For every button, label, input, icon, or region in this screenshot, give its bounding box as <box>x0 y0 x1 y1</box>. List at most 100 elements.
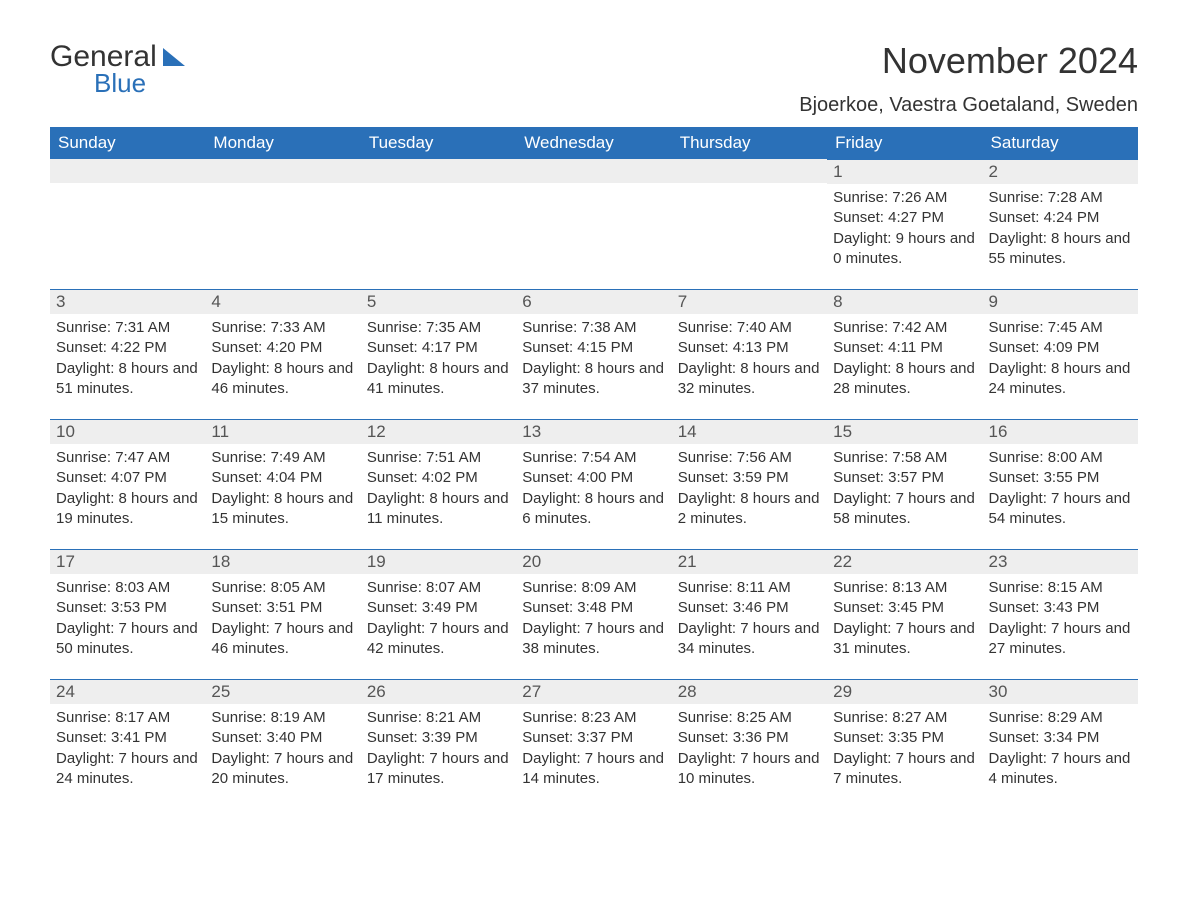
day-number: 4 <box>205 289 360 314</box>
calendar-cell: 14Sunrise: 7:56 AMSunset: 3:59 PMDayligh… <box>672 419 827 549</box>
calendar-cell: 21Sunrise: 8:11 AMSunset: 3:46 PMDayligh… <box>672 549 827 679</box>
sunrise-line: Sunrise: 8:23 AM <box>522 708 665 728</box>
day-number: 17 <box>50 549 205 574</box>
day-number: 1 <box>827 159 982 184</box>
daylight-line: Daylight: 7 hours and 31 minutes. <box>833 619 976 660</box>
day-number: 14 <box>672 419 827 444</box>
day-number: 15 <box>827 419 982 444</box>
day-number: 19 <box>361 549 516 574</box>
daylight-line: Daylight: 8 hours and 46 minutes. <box>211 359 354 400</box>
sunrise-line: Sunrise: 8:11 AM <box>678 578 821 598</box>
day-number: 5 <box>361 289 516 314</box>
month-title: November 2024 <box>799 40 1138 82</box>
day-details: Sunrise: 8:13 AMSunset: 3:45 PMDaylight:… <box>827 574 982 665</box>
day-details: Sunrise: 8:00 AMSunset: 3:55 PMDaylight:… <box>983 444 1138 535</box>
sunrise-line: Sunrise: 7:31 AM <box>56 318 199 338</box>
calendar-cell: 29Sunrise: 8:27 AMSunset: 3:35 PMDayligh… <box>827 679 982 809</box>
calendar-cell: 2Sunrise: 7:28 AMSunset: 4:24 PMDaylight… <box>983 159 1138 289</box>
sunset-line: Sunset: 3:34 PM <box>989 728 1132 748</box>
daylight-line: Daylight: 8 hours and 55 minutes. <box>989 229 1132 270</box>
header: General Blue November 2024 Bjoerkoe, Vae… <box>50 40 1138 117</box>
calendar-cell: 16Sunrise: 8:00 AMSunset: 3:55 PMDayligh… <box>983 419 1138 549</box>
calendar-cell: 13Sunrise: 7:54 AMSunset: 4:00 PMDayligh… <box>516 419 671 549</box>
location: Bjoerkoe, Vaestra Goetaland, Sweden <box>799 94 1138 117</box>
day-details: Sunrise: 7:47 AMSunset: 4:07 PMDaylight:… <box>50 444 205 535</box>
daylight-line: Daylight: 7 hours and 58 minutes. <box>833 489 976 530</box>
day-details: Sunrise: 8:27 AMSunset: 3:35 PMDaylight:… <box>827 704 982 795</box>
daylight-line: Daylight: 8 hours and 32 minutes. <box>678 359 821 400</box>
daylight-line: Daylight: 7 hours and 14 minutes. <box>522 749 665 790</box>
calendar-cell: 12Sunrise: 7:51 AMSunset: 4:02 PMDayligh… <box>361 419 516 549</box>
calendar-cell: 9Sunrise: 7:45 AMSunset: 4:09 PMDaylight… <box>983 289 1138 419</box>
weekday-header: Wednesday <box>516 127 671 159</box>
sunset-line: Sunset: 3:41 PM <box>56 728 199 748</box>
day-number: 24 <box>50 679 205 704</box>
sunset-line: Sunset: 3:36 PM <box>678 728 821 748</box>
day-number: 16 <box>983 419 1138 444</box>
sunset-line: Sunset: 4:00 PM <box>522 468 665 488</box>
logo-text-2: Blue <box>94 68 185 99</box>
sunset-line: Sunset: 3:46 PM <box>678 598 821 618</box>
sunrise-line: Sunrise: 8:25 AM <box>678 708 821 728</box>
day-details: Sunrise: 8:19 AMSunset: 3:40 PMDaylight:… <box>205 704 360 795</box>
sunset-line: Sunset: 3:53 PM <box>56 598 199 618</box>
day-number: 11 <box>205 419 360 444</box>
calendar-cell: 23Sunrise: 8:15 AMSunset: 3:43 PMDayligh… <box>983 549 1138 679</box>
daylight-line: Daylight: 7 hours and 27 minutes. <box>989 619 1132 660</box>
sunset-line: Sunset: 3:49 PM <box>367 598 510 618</box>
title-block: November 2024 Bjoerkoe, Vaestra Goetalan… <box>799 40 1138 117</box>
sunrise-line: Sunrise: 8:15 AM <box>989 578 1132 598</box>
day-number-empty <box>672 159 827 183</box>
day-details: Sunrise: 7:40 AMSunset: 4:13 PMDaylight:… <box>672 314 827 405</box>
calendar-cell: 4Sunrise: 7:33 AMSunset: 4:20 PMDaylight… <box>205 289 360 419</box>
sunset-line: Sunset: 3:48 PM <box>522 598 665 618</box>
sunrise-line: Sunrise: 8:05 AM <box>211 578 354 598</box>
weekday-header-row: SundayMondayTuesdayWednesdayThursdayFrid… <box>50 127 1138 159</box>
daylight-line: Daylight: 7 hours and 4 minutes. <box>989 749 1132 790</box>
day-details: Sunrise: 8:23 AMSunset: 3:37 PMDaylight:… <box>516 704 671 795</box>
sunrise-line: Sunrise: 7:51 AM <box>367 448 510 468</box>
sunset-line: Sunset: 4:27 PM <box>833 208 976 228</box>
day-number: 8 <box>827 289 982 314</box>
day-number: 23 <box>983 549 1138 574</box>
daylight-line: Daylight: 8 hours and 15 minutes. <box>211 489 354 530</box>
day-number: 28 <box>672 679 827 704</box>
day-details: Sunrise: 8:03 AMSunset: 3:53 PMDaylight:… <box>50 574 205 665</box>
day-details: Sunrise: 7:56 AMSunset: 3:59 PMDaylight:… <box>672 444 827 535</box>
sunrise-line: Sunrise: 7:38 AM <box>522 318 665 338</box>
sunset-line: Sunset: 4:15 PM <box>522 338 665 358</box>
daylight-line: Daylight: 8 hours and 37 minutes. <box>522 359 665 400</box>
sunrise-line: Sunrise: 7:56 AM <box>678 448 821 468</box>
sunset-line: Sunset: 4:22 PM <box>56 338 199 358</box>
day-details: Sunrise: 7:49 AMSunset: 4:04 PMDaylight:… <box>205 444 360 535</box>
day-number: 20 <box>516 549 671 574</box>
day-details: Sunrise: 7:38 AMSunset: 4:15 PMDaylight:… <box>516 314 671 405</box>
day-number: 22 <box>827 549 982 574</box>
calendar-cell: 22Sunrise: 8:13 AMSunset: 3:45 PMDayligh… <box>827 549 982 679</box>
daylight-line: Daylight: 9 hours and 0 minutes. <box>833 229 976 270</box>
sunrise-line: Sunrise: 7:45 AM <box>989 318 1132 338</box>
calendar-table: SundayMondayTuesdayWednesdayThursdayFrid… <box>50 127 1138 809</box>
calendar-row: 17Sunrise: 8:03 AMSunset: 3:53 PMDayligh… <box>50 549 1138 679</box>
daylight-line: Daylight: 8 hours and 41 minutes. <box>367 359 510 400</box>
day-details: Sunrise: 8:09 AMSunset: 3:48 PMDaylight:… <box>516 574 671 665</box>
sunset-line: Sunset: 4:13 PM <box>678 338 821 358</box>
day-details: Sunrise: 7:33 AMSunset: 4:20 PMDaylight:… <box>205 314 360 405</box>
sunrise-line: Sunrise: 7:28 AM <box>989 188 1132 208</box>
calendar-body: 1Sunrise: 7:26 AMSunset: 4:27 PMDaylight… <box>50 159 1138 809</box>
day-details: Sunrise: 7:35 AMSunset: 4:17 PMDaylight:… <box>361 314 516 405</box>
sunrise-line: Sunrise: 8:13 AM <box>833 578 976 598</box>
day-details: Sunrise: 7:51 AMSunset: 4:02 PMDaylight:… <box>361 444 516 535</box>
calendar-row: 24Sunrise: 8:17 AMSunset: 3:41 PMDayligh… <box>50 679 1138 809</box>
day-number: 3 <box>50 289 205 314</box>
day-details: Sunrise: 8:05 AMSunset: 3:51 PMDaylight:… <box>205 574 360 665</box>
calendar-cell: 10Sunrise: 7:47 AMSunset: 4:07 PMDayligh… <box>50 419 205 549</box>
logo: General Blue <box>50 40 185 99</box>
calendar-cell: 3Sunrise: 7:31 AMSunset: 4:22 PMDaylight… <box>50 289 205 419</box>
day-number: 9 <box>983 289 1138 314</box>
sunrise-line: Sunrise: 8:27 AM <box>833 708 976 728</box>
sunrise-line: Sunrise: 8:09 AM <box>522 578 665 598</box>
weekday-header: Friday <box>827 127 982 159</box>
day-details: Sunrise: 8:21 AMSunset: 3:39 PMDaylight:… <box>361 704 516 795</box>
sunrise-line: Sunrise: 7:40 AM <box>678 318 821 338</box>
